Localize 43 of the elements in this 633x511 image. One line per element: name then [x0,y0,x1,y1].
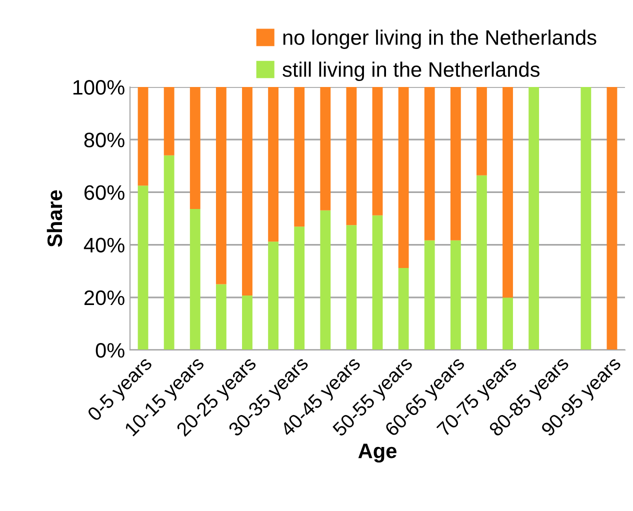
y-tick-label: 40% [84,238,124,253]
y-axis-title: Share [46,190,62,247]
bar [164,155,174,350]
bar [424,87,435,240]
y-tick-label: 0% [96,343,124,358]
bar [216,284,226,350]
bar [242,87,252,296]
bar [190,87,200,210]
bar [294,226,305,350]
bar [268,242,278,350]
y-tick-label: 60% [84,185,124,200]
bar [476,87,487,176]
bar [138,87,148,186]
bar [346,225,357,350]
y-tick-label: 20% [84,290,124,306]
bar [528,87,540,350]
y-tick-label: 80% [84,132,124,148]
bar [320,87,331,210]
bar [580,87,592,350]
bar [450,240,461,350]
bar [398,87,409,268]
y-tick-label: 100% [73,80,124,95]
bar [398,268,409,350]
bar [268,87,278,242]
bar [346,87,357,226]
bar [164,87,174,156]
bar [320,210,331,350]
bar [190,209,200,350]
bar [242,296,252,350]
legend-label: no longer living in the Netherlands [283,30,596,50]
bar [372,215,383,350]
bar [294,87,305,227]
bar [502,87,513,298]
legend-label: still living in the Netherlands [282,62,540,82]
x-axis-title: Age [358,444,396,462]
bar [476,175,487,350]
bar [606,87,618,350]
bar [502,298,513,350]
bar [372,87,383,216]
bar [138,186,148,350]
bar [450,87,461,240]
bar [424,240,435,350]
bar [216,87,226,284]
